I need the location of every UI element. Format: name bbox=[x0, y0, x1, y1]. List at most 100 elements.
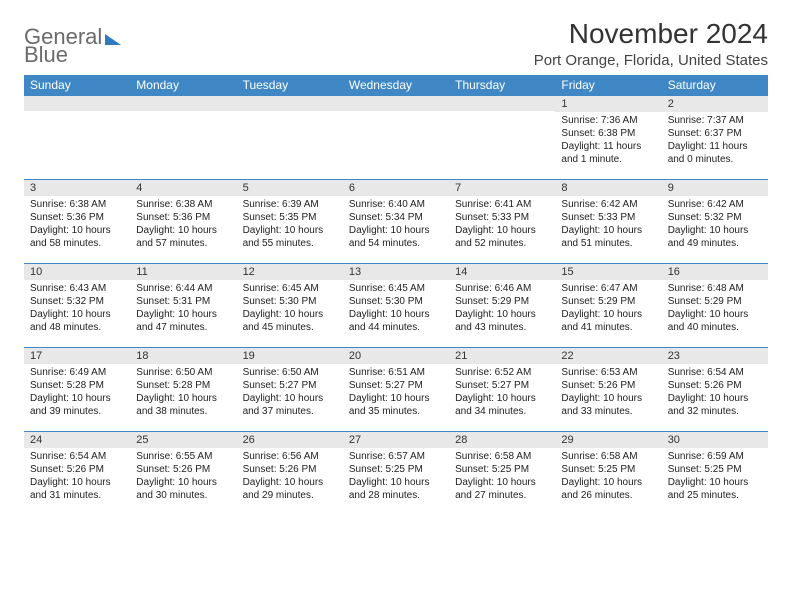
day-cell: 8Sunrise: 6:42 AMSunset: 5:33 PMDaylight… bbox=[555, 180, 661, 264]
day-body: Sunrise: 6:53 AMSunset: 5:26 PMDaylight:… bbox=[555, 364, 661, 420]
day-cell: 4Sunrise: 6:38 AMSunset: 5:36 PMDaylight… bbox=[130, 180, 236, 264]
daylight-text: Daylight: 10 hours and 39 minutes. bbox=[30, 392, 126, 418]
daylight-text: Daylight: 10 hours and 35 minutes. bbox=[349, 392, 445, 418]
header: General Blue November 2024 Port Orange, … bbox=[24, 18, 768, 69]
day-cell bbox=[130, 96, 236, 180]
sunset-text: Sunset: 5:28 PM bbox=[30, 379, 126, 392]
day-cell: 9Sunrise: 6:42 AMSunset: 5:32 PMDaylight… bbox=[662, 180, 768, 264]
day-cell: 19Sunrise: 6:50 AMSunset: 5:27 PMDayligh… bbox=[237, 348, 343, 432]
daylight-text: Daylight: 10 hours and 26 minutes. bbox=[561, 476, 657, 502]
sunrise-text: Sunrise: 6:48 AM bbox=[668, 282, 764, 295]
day-body: Sunrise: 6:44 AMSunset: 5:31 PMDaylight:… bbox=[130, 280, 236, 336]
day-number: 17 bbox=[24, 348, 130, 364]
sunrise-text: Sunrise: 6:45 AM bbox=[349, 282, 445, 295]
weekday-tuesday: Tuesday bbox=[237, 75, 343, 96]
sunset-text: Sunset: 5:25 PM bbox=[455, 463, 551, 476]
day-number: 30 bbox=[662, 432, 768, 448]
day-number bbox=[130, 96, 236, 111]
sunrise-text: Sunrise: 6:41 AM bbox=[455, 198, 551, 211]
title-block: November 2024 Port Orange, Florida, Unit… bbox=[534, 18, 768, 69]
day-body: Sunrise: 6:38 AMSunset: 5:36 PMDaylight:… bbox=[130, 196, 236, 252]
logo-text-block: General Blue bbox=[24, 26, 102, 66]
day-body: Sunrise: 6:48 AMSunset: 5:29 PMDaylight:… bbox=[662, 280, 768, 336]
day-number: 11 bbox=[130, 264, 236, 280]
day-number: 15 bbox=[555, 264, 661, 280]
daylight-text: Daylight: 10 hours and 47 minutes. bbox=[136, 308, 232, 334]
sunrise-text: Sunrise: 6:54 AM bbox=[668, 366, 764, 379]
day-number: 2 bbox=[662, 96, 768, 112]
sunrise-text: Sunrise: 6:54 AM bbox=[30, 450, 126, 463]
day-body: Sunrise: 6:45 AMSunset: 5:30 PMDaylight:… bbox=[237, 280, 343, 336]
day-number: 13 bbox=[343, 264, 449, 280]
day-cell: 7Sunrise: 6:41 AMSunset: 5:33 PMDaylight… bbox=[449, 180, 555, 264]
daylight-text: Daylight: 10 hours and 29 minutes. bbox=[243, 476, 339, 502]
calendar-body: 1Sunrise: 7:36 AMSunset: 6:38 PMDaylight… bbox=[24, 96, 768, 516]
sunset-text: Sunset: 5:30 PM bbox=[349, 295, 445, 308]
daylight-text: Daylight: 10 hours and 41 minutes. bbox=[561, 308, 657, 334]
week-row: 1Sunrise: 7:36 AMSunset: 6:38 PMDaylight… bbox=[24, 96, 768, 180]
day-number: 18 bbox=[130, 348, 236, 364]
daylight-text: Daylight: 10 hours and 51 minutes. bbox=[561, 224, 657, 250]
day-cell bbox=[343, 96, 449, 180]
day-cell bbox=[449, 96, 555, 180]
day-number: 3 bbox=[24, 180, 130, 196]
sail-icon bbox=[105, 34, 121, 45]
day-number bbox=[343, 96, 449, 111]
day-cell: 15Sunrise: 6:47 AMSunset: 5:29 PMDayligh… bbox=[555, 264, 661, 348]
day-body: Sunrise: 6:56 AMSunset: 5:26 PMDaylight:… bbox=[237, 448, 343, 504]
day-cell: 20Sunrise: 6:51 AMSunset: 5:27 PMDayligh… bbox=[343, 348, 449, 432]
day-cell: 25Sunrise: 6:55 AMSunset: 5:26 PMDayligh… bbox=[130, 432, 236, 516]
day-body: Sunrise: 6:42 AMSunset: 5:32 PMDaylight:… bbox=[662, 196, 768, 252]
sunset-text: Sunset: 5:26 PM bbox=[30, 463, 126, 476]
sunset-text: Sunset: 5:36 PM bbox=[30, 211, 126, 224]
sunrise-text: Sunrise: 6:59 AM bbox=[668, 450, 764, 463]
day-body: Sunrise: 6:40 AMSunset: 5:34 PMDaylight:… bbox=[343, 196, 449, 252]
weekday-wednesday: Wednesday bbox=[343, 75, 449, 96]
day-body bbox=[449, 111, 555, 161]
day-cell: 22Sunrise: 6:53 AMSunset: 5:26 PMDayligh… bbox=[555, 348, 661, 432]
sunset-text: Sunset: 5:27 PM bbox=[455, 379, 551, 392]
sunset-text: Sunset: 5:31 PM bbox=[136, 295, 232, 308]
daylight-text: Daylight: 10 hours and 34 minutes. bbox=[455, 392, 551, 418]
day-number: 7 bbox=[449, 180, 555, 196]
day-body: Sunrise: 6:47 AMSunset: 5:29 PMDaylight:… bbox=[555, 280, 661, 336]
day-cell: 24Sunrise: 6:54 AMSunset: 5:26 PMDayligh… bbox=[24, 432, 130, 516]
daylight-text: Daylight: 10 hours and 28 minutes. bbox=[349, 476, 445, 502]
sunrise-text: Sunrise: 6:38 AM bbox=[30, 198, 126, 211]
day-cell: 10Sunrise: 6:43 AMSunset: 5:32 PMDayligh… bbox=[24, 264, 130, 348]
weekday-sunday: Sunday bbox=[24, 75, 130, 96]
daylight-text: Daylight: 10 hours and 37 minutes. bbox=[243, 392, 339, 418]
daylight-text: Daylight: 11 hours and 1 minute. bbox=[561, 140, 657, 166]
sunset-text: Sunset: 5:25 PM bbox=[561, 463, 657, 476]
day-number: 1 bbox=[555, 96, 661, 112]
day-cell: 26Sunrise: 6:56 AMSunset: 5:26 PMDayligh… bbox=[237, 432, 343, 516]
sunrise-text: Sunrise: 6:51 AM bbox=[349, 366, 445, 379]
day-body: Sunrise: 6:42 AMSunset: 5:33 PMDaylight:… bbox=[555, 196, 661, 252]
day-cell: 17Sunrise: 6:49 AMSunset: 5:28 PMDayligh… bbox=[24, 348, 130, 432]
sunrise-text: Sunrise: 6:50 AM bbox=[136, 366, 232, 379]
daylight-text: Daylight: 10 hours and 31 minutes. bbox=[30, 476, 126, 502]
day-number: 16 bbox=[662, 264, 768, 280]
daylight-text: Daylight: 11 hours and 0 minutes. bbox=[668, 140, 764, 166]
weekday-saturday: Saturday bbox=[662, 75, 768, 96]
sunset-text: Sunset: 6:38 PM bbox=[561, 127, 657, 140]
sunset-text: Sunset: 5:32 PM bbox=[668, 211, 764, 224]
daylight-text: Daylight: 10 hours and 55 minutes. bbox=[243, 224, 339, 250]
day-body: Sunrise: 6:38 AMSunset: 5:36 PMDaylight:… bbox=[24, 196, 130, 252]
sunrise-text: Sunrise: 6:58 AM bbox=[561, 450, 657, 463]
day-cell: 28Sunrise: 6:58 AMSunset: 5:25 PMDayligh… bbox=[449, 432, 555, 516]
sunset-text: Sunset: 5:33 PM bbox=[455, 211, 551, 224]
day-cell: 1Sunrise: 7:36 AMSunset: 6:38 PMDaylight… bbox=[555, 96, 661, 180]
sunrise-text: Sunrise: 6:45 AM bbox=[243, 282, 339, 295]
sunrise-text: Sunrise: 6:38 AM bbox=[136, 198, 232, 211]
day-body: Sunrise: 6:41 AMSunset: 5:33 PMDaylight:… bbox=[449, 196, 555, 252]
day-cell: 13Sunrise: 6:45 AMSunset: 5:30 PMDayligh… bbox=[343, 264, 449, 348]
day-body: Sunrise: 6:45 AMSunset: 5:30 PMDaylight:… bbox=[343, 280, 449, 336]
day-number: 4 bbox=[130, 180, 236, 196]
sunset-text: Sunset: 5:25 PM bbox=[668, 463, 764, 476]
day-body: Sunrise: 6:52 AMSunset: 5:27 PMDaylight:… bbox=[449, 364, 555, 420]
day-number: 20 bbox=[343, 348, 449, 364]
day-number bbox=[237, 96, 343, 111]
sunset-text: Sunset: 5:25 PM bbox=[349, 463, 445, 476]
day-number bbox=[449, 96, 555, 111]
